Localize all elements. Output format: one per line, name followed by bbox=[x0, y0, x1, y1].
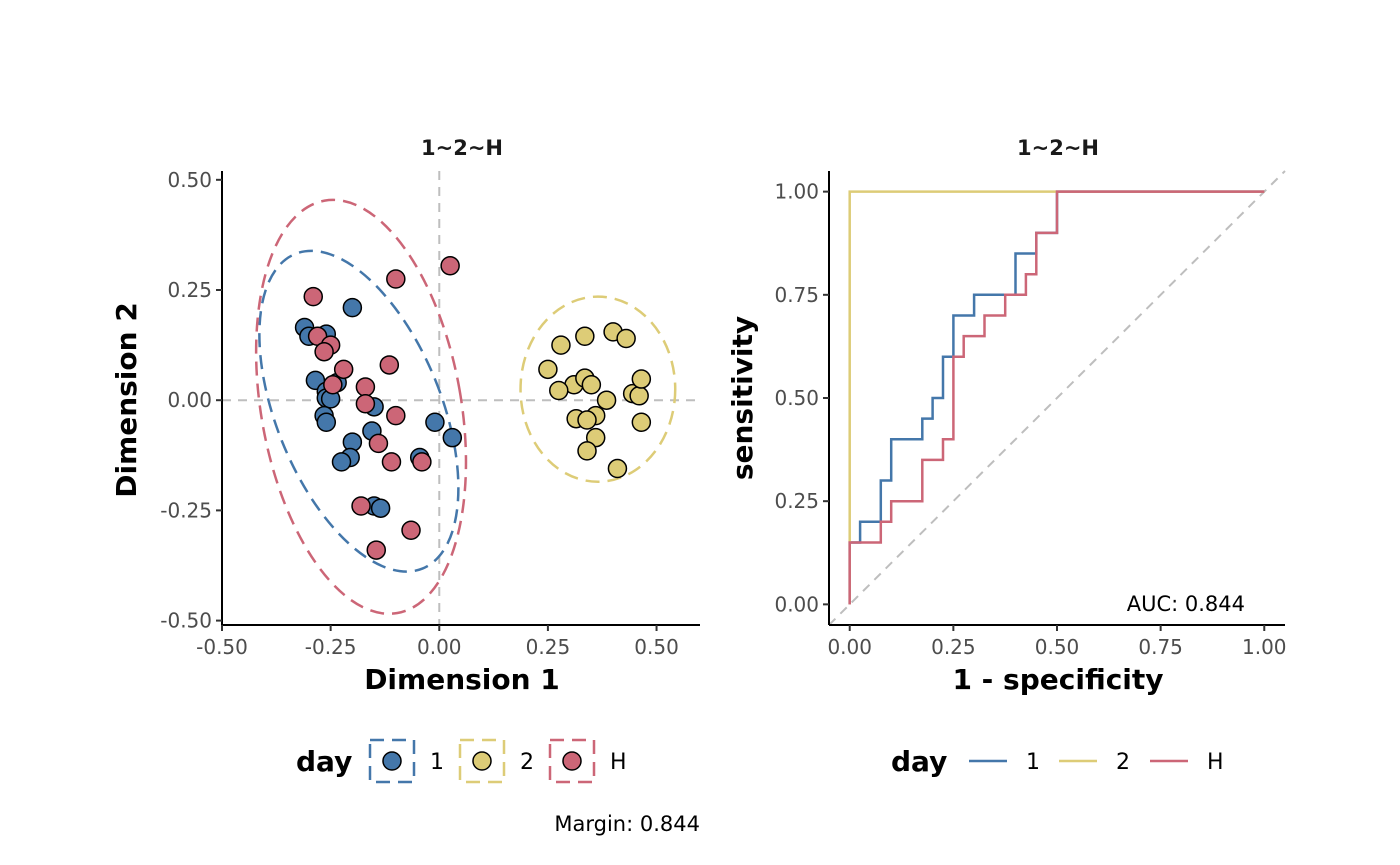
scatter-y-axis-title: Dimension 2 bbox=[110, 302, 143, 498]
point-group-1 bbox=[316, 412, 337, 432]
point-group-H bbox=[323, 375, 343, 395]
roc-y-tick-label: 1.00 bbox=[774, 180, 819, 204]
point-group-H bbox=[333, 359, 354, 380]
point-group-H bbox=[351, 496, 371, 516]
scatter-y-tick-label: 0.00 bbox=[167, 388, 212, 412]
point-group-2 bbox=[631, 369, 652, 389]
point-group-H bbox=[368, 433, 389, 454]
roc-x-tick-label: 1.00 bbox=[1242, 635, 1287, 659]
point-group-1 bbox=[342, 297, 363, 318]
point-group-H bbox=[412, 452, 432, 472]
point-group-2 bbox=[631, 412, 652, 432]
roc-y-tick-label: 0.00 bbox=[774, 592, 819, 616]
point-group-H bbox=[303, 286, 324, 307]
scatter-y-tick-label: 0.50 bbox=[167, 168, 212, 192]
scatter-y-tick-label: -0.50 bbox=[160, 609, 212, 633]
point-group-H bbox=[381, 452, 402, 472]
roc-x-tick-label: 0.25 bbox=[931, 635, 976, 659]
point-group-H bbox=[355, 393, 376, 414]
scatter-legend-label-H: H bbox=[610, 750, 627, 775]
scatter-title: 1~2~H bbox=[421, 136, 503, 160]
scatter-x-tick-label: -0.25 bbox=[305, 635, 357, 659]
roc-y-axis-title: sensitivity bbox=[726, 316, 759, 480]
point-group-H bbox=[366, 540, 387, 560]
roc-x-tick-label: 0.00 bbox=[827, 635, 872, 659]
point-group-H bbox=[314, 341, 334, 362]
margin-note: Margin: 0.844 bbox=[554, 812, 700, 836]
point-group-2 bbox=[616, 328, 636, 349]
ellipse-group-2 bbox=[519, 295, 677, 483]
scatter-legend-key-2 bbox=[458, 738, 506, 784]
roc-y-tick-label: 0.25 bbox=[774, 489, 819, 513]
scatter-x-tick-label: -0.50 bbox=[196, 635, 248, 659]
roc-diagonal-reference bbox=[828, 170, 1286, 626]
scatter-plot: -0.50 -0.25 0.00 0.25 0.50 0.50 0.25 0.00 -0.25 -… bbox=[160, 168, 700, 659]
roc-legend-label-2: 2 bbox=[1116, 750, 1130, 775]
scatter-legend-label-1: 1 bbox=[430, 750, 444, 775]
point-group-2 bbox=[581, 375, 602, 395]
point-group-2 bbox=[596, 390, 617, 410]
point-group-2 bbox=[549, 380, 569, 401]
point-group-H bbox=[355, 377, 376, 397]
scatter-legend-point-2 bbox=[472, 751, 492, 771]
point-group-1 bbox=[331, 452, 352, 472]
scatter-x-tick-label: 0.50 bbox=[634, 635, 679, 659]
roc-y-tick-label: 0.75 bbox=[774, 283, 819, 307]
point-group-2 bbox=[575, 326, 595, 347]
point-group-1 bbox=[370, 498, 391, 518]
roc-x-tick-label: 0.75 bbox=[1138, 635, 1183, 659]
scatter-legend-title: day bbox=[296, 745, 352, 778]
scatter-legend-point-1 bbox=[382, 751, 402, 771]
roc-legend-label-H: H bbox=[1207, 750, 1224, 775]
point-group-H bbox=[386, 405, 406, 426]
point-group-H bbox=[440, 256, 460, 276]
roc-y-tick-label: 0.50 bbox=[774, 386, 819, 410]
legends: 1 2 H 1 2 H bbox=[368, 738, 1224, 784]
point-group-2 bbox=[551, 335, 571, 355]
roc-legend-title: day bbox=[891, 745, 947, 778]
ellipse-group-1 bbox=[258, 249, 460, 573]
roc-plot: 0.00 0.25 0.50 0.75 1.00 1.00 0.75 0.50 0.25 0.00 bbox=[774, 170, 1287, 659]
scatter-x-tick-label: 0.00 bbox=[417, 635, 462, 659]
roc-legend-label-1: 1 bbox=[1026, 750, 1040, 775]
point-group-H bbox=[386, 269, 406, 289]
point-group-2 bbox=[607, 458, 628, 479]
point-group-2 bbox=[577, 441, 597, 461]
point-group-1 bbox=[425, 412, 445, 432]
ellipse-group-H bbox=[254, 198, 468, 615]
point-group-2 bbox=[629, 386, 649, 406]
scatter-y-tick-label: -0.25 bbox=[160, 498, 212, 522]
roc-curve-H bbox=[848, 190, 1265, 605]
scatter-legend-key-H bbox=[548, 738, 596, 784]
roc-x-tick-label: 0.50 bbox=[1035, 635, 1080, 659]
scatter-legend-label-2: 2 bbox=[520, 750, 534, 775]
scatter-legend-key-1 bbox=[368, 738, 416, 784]
scatter-x-axis-title: Dimension 1 bbox=[364, 663, 560, 696]
point-group-H bbox=[379, 355, 400, 375]
roc-title: 1~2~H bbox=[1017, 136, 1099, 160]
roc-x-axis-title: 1 - specificity bbox=[952, 663, 1163, 696]
scatter-y-tick-label: 0.25 bbox=[167, 278, 212, 302]
scatter-x-tick-label: 0.25 bbox=[526, 635, 571, 659]
point-group-1 bbox=[442, 427, 463, 448]
auc-annotation: AUC: 0.844 bbox=[1127, 592, 1245, 616]
point-group-H bbox=[401, 520, 421, 540]
scatter-legend-point-H bbox=[562, 751, 582, 771]
point-group-2 bbox=[538, 359, 558, 380]
point-group-2 bbox=[577, 410, 597, 430]
